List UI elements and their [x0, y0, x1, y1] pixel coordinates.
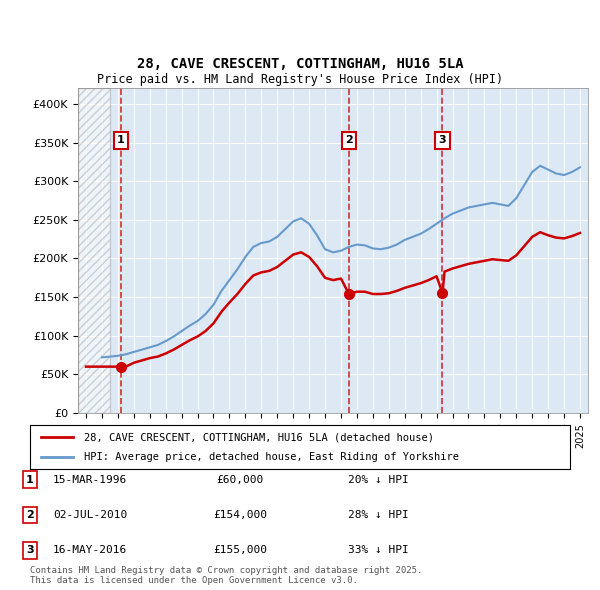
Text: 1: 1 — [117, 136, 125, 145]
Text: 20% ↓ HPI: 20% ↓ HPI — [347, 475, 409, 484]
Text: £155,000: £155,000 — [213, 546, 267, 555]
Text: HPI: Average price, detached house, East Riding of Yorkshire: HPI: Average price, detached house, East… — [84, 452, 459, 461]
Text: 3: 3 — [26, 546, 34, 555]
Text: 1: 1 — [26, 475, 34, 484]
Text: 3: 3 — [439, 136, 446, 145]
Text: 2: 2 — [345, 136, 353, 145]
Text: £60,000: £60,000 — [217, 475, 263, 484]
Text: 28, CAVE CRESCENT, COTTINGHAM, HU16 5LA (detached house): 28, CAVE CRESCENT, COTTINGHAM, HU16 5LA … — [84, 432, 434, 442]
Text: Contains HM Land Registry data © Crown copyright and database right 2025.
This d: Contains HM Land Registry data © Crown c… — [30, 566, 422, 585]
Bar — [78, 88, 110, 413]
Text: 28, CAVE CRESCENT, COTTINGHAM, HU16 5LA: 28, CAVE CRESCENT, COTTINGHAM, HU16 5LA — [137, 57, 463, 71]
Text: 33% ↓ HPI: 33% ↓ HPI — [347, 546, 409, 555]
Text: Price paid vs. HM Land Registry's House Price Index (HPI): Price paid vs. HM Land Registry's House … — [97, 73, 503, 86]
Text: 15-MAR-1996: 15-MAR-1996 — [53, 475, 127, 484]
Text: 28% ↓ HPI: 28% ↓ HPI — [347, 510, 409, 520]
Text: 2: 2 — [26, 510, 34, 520]
Text: 02-JUL-2010: 02-JUL-2010 — [53, 510, 127, 520]
Text: 16-MAY-2016: 16-MAY-2016 — [53, 546, 127, 555]
Text: £154,000: £154,000 — [213, 510, 267, 520]
